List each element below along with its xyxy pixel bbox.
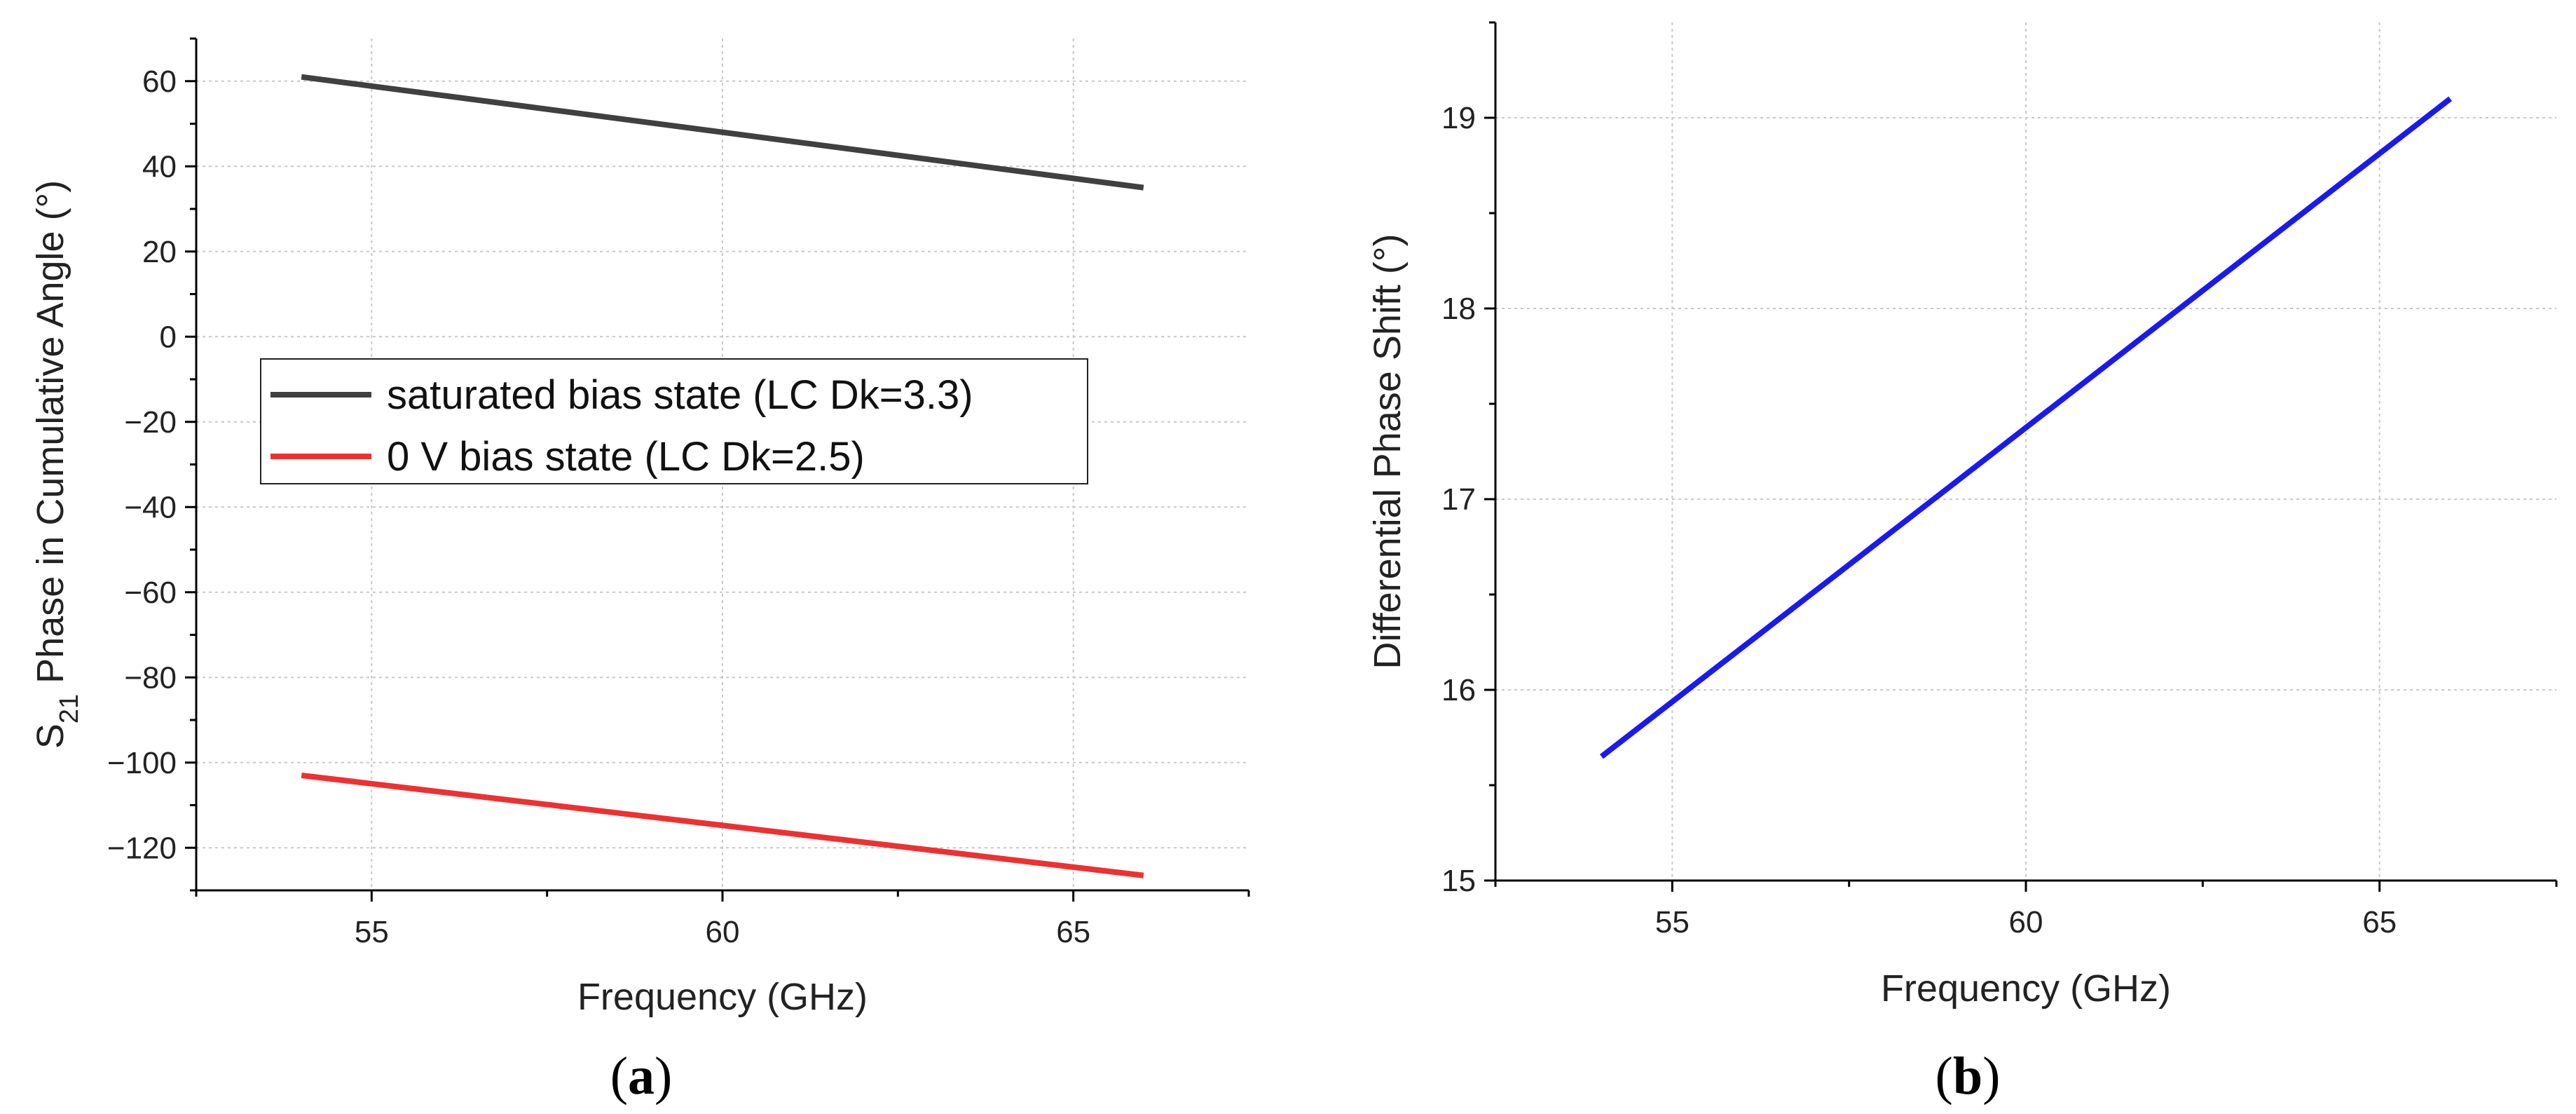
y-label-rest: Phase in Cumulative Angle (°) [29,180,71,694]
y-label-subscript: 21 [55,694,84,724]
panel-a-y-tick-label: −80 [124,660,177,695]
panel-a-y-tick-label: −60 [124,576,177,610]
panel-a-y-tick-label: 20 [142,235,177,269]
panel-a-y-tick-label: 40 [142,149,177,184]
panel-a-x-tick-label: 60 [706,915,740,949]
panel-a-x-tick-label: 55 [355,915,389,949]
panel-a-y-tick-label: −100 [107,746,177,780]
panel-b-caption: (b) [1936,1047,2001,1106]
panel-a-y-tick-label: −20 [124,405,177,440]
panel-a-x-axis-label: Frequency (GHz) [577,976,868,1018]
panel-a-series-line-1 [301,74,1144,191]
panel-a-y-tick-label: 60 [142,64,177,99]
panel-b-y-axis-label: Differential Phase Shift (°) [1366,234,1409,670]
panel-b-y-tick-label: 17 [1441,482,1476,517]
legend-box [260,358,1088,484]
panel-b-y-tick-label: 15 [1441,864,1476,898]
panel-a-y-tick-label: −40 [124,490,177,524]
panel-b-x-tick-label: 55 [1655,905,1690,939]
panel-b-x-tick-label: 65 [2362,905,2397,939]
legend-label-2: 0 V bias state (LC Dk=2.5) [387,434,865,480]
panel-a-y-tick-label: −120 [107,831,177,865]
panel-a-x-tick-label: 65 [1056,915,1090,949]
panel-b-y-tick-label: 18 [1441,292,1476,326]
panel-b-y-tick-label: 16 [1441,673,1476,707]
panel-b-x-axis-label: Frequency (GHz) [1881,967,2171,1010]
panel-a-series-line-2 [301,773,1144,878]
panel-b-x-tick-label: 60 [2009,905,2043,939]
panel-a-y-axis-label: S21 Phase in Cumulative Angle (°) [29,180,84,749]
panel-b-series-line-1 [1599,96,2453,759]
panel-b-chart: 55 60 65 19 18 17 16 15 Frequency (GHz) Different… [1366,21,2558,1010]
panel-a-chart: 55 60 65 60 40 20 0 −20 −40 −60 −80 −100 −120 Frequen… [29,37,1250,1018]
panel-a-legend: saturated bias state (LC Dk=3.3) 0 V bias… [260,358,1088,484]
panel-a-caption: (a) [610,1047,673,1106]
panel-a-y-tick-label: 0 [160,320,177,354]
y-label-prefix: S [29,724,71,749]
legend-label-1: saturated bias state (LC Dk=3.3) [387,372,973,418]
panel-b-y-tick-label: 19 [1441,101,1476,135]
